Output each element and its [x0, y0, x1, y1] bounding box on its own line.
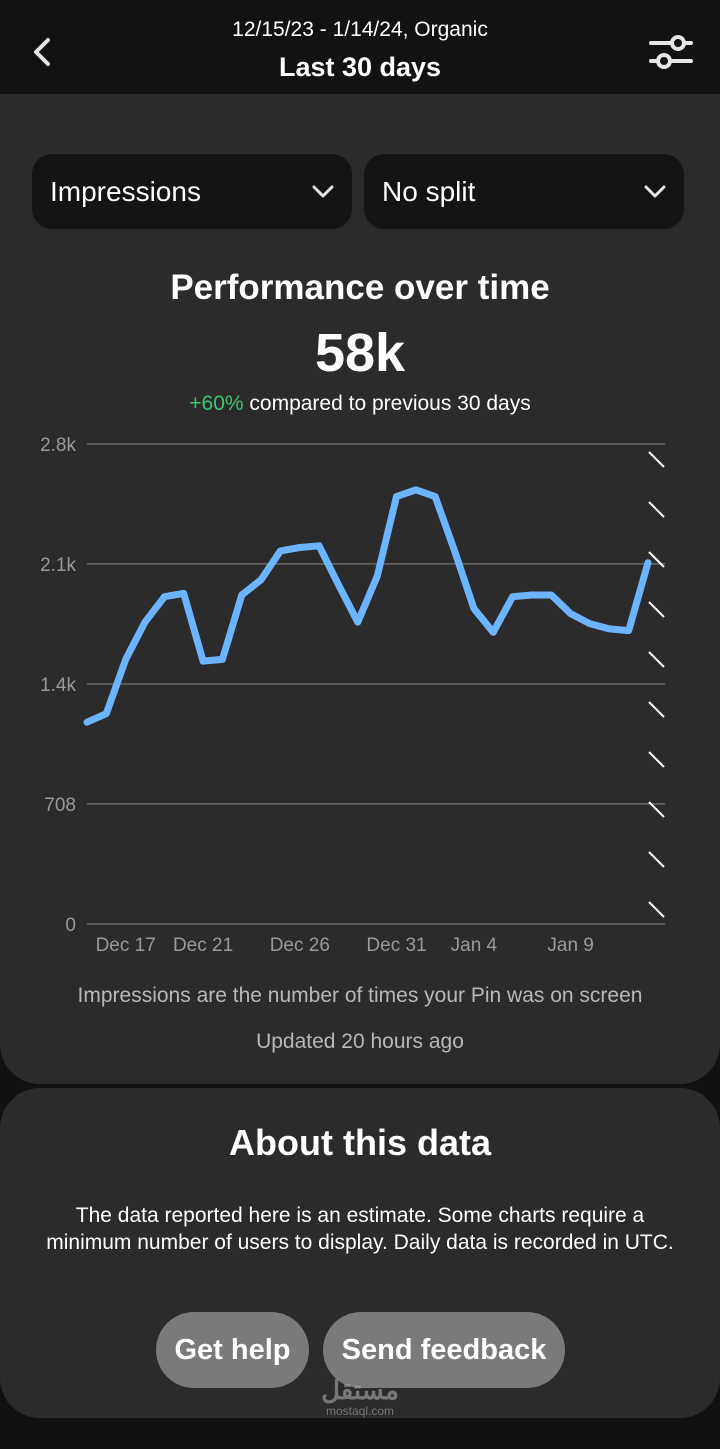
- incomplete-data-hatch: [648, 601, 665, 618]
- incomplete-data-hatch: [648, 801, 665, 818]
- page-title: Last 30 days: [278, 52, 442, 82]
- impressions-line-chart: 0 708 1.4k 2.1k 2.8k Dec 17 Dec 21 Dec 26 Dec 31…: [40, 435, 665, 956]
- incomplete-data-hatch: [648, 451, 665, 468]
- get-help-button[interactable]: Get help: [156, 1312, 309, 1388]
- impressions-series-line: [83, 486, 652, 726]
- y-tick-label: 0: [65, 915, 76, 936]
- y-tick-label: 2.1k: [40, 555, 76, 576]
- watermark-logo: مستقل mostaql.com: [300, 1376, 420, 1418]
- top-bar: 12/15/23 - 1/14/24, Organic Last 30 days: [0, 0, 720, 94]
- x-tick-label: Dec 31: [366, 935, 426, 956]
- split-dropdown[interactable]: No split: [364, 154, 684, 229]
- incomplete-data-hatch: [648, 901, 665, 918]
- about-title: About this data: [229, 1122, 491, 1163]
- total-impressions: 58k: [314, 323, 406, 383]
- chevron-down-icon: [644, 185, 666, 197]
- send-feedback-button[interactable]: Send feedback: [323, 1312, 565, 1388]
- metric-dropdown[interactable]: Impressions: [32, 154, 352, 229]
- performance-card: [0, 94, 720, 1084]
- incomplete-data-hatch: [648, 701, 665, 718]
- date-range-subtitle: 12/15/23 - 1/14/24, Organic: [232, 18, 488, 41]
- incomplete-data-hatch: [648, 851, 665, 868]
- performance-title: Performance over time: [170, 268, 550, 307]
- incomplete-data-hatch: [648, 501, 665, 518]
- change-percent: +60%: [189, 392, 244, 415]
- filter-sliders-icon: [649, 35, 693, 69]
- back-button[interactable]: [22, 30, 62, 74]
- chevron-left-icon: [34, 38, 50, 66]
- watermark-url: mostaql.com: [325, 1404, 395, 1418]
- updated-timestamp: Updated 20 hours ago: [256, 1030, 464, 1053]
- change-description: compared to previous 30 days: [249, 392, 531, 415]
- filter-button[interactable]: [644, 28, 698, 76]
- x-tick-label: Jan 9: [547, 935, 593, 956]
- x-tick-label: Dec 26: [270, 935, 330, 956]
- incomplete-data-hatch: [648, 651, 665, 668]
- x-tick-label: Dec 17: [96, 935, 156, 956]
- about-body: The data reported here is an estimate. S…: [46, 1204, 674, 1254]
- x-tick-label: Jan 4: [451, 935, 498, 956]
- split-dropdown-label: No split: [382, 175, 476, 207]
- y-tick-label: 2.8k: [40, 435, 76, 456]
- y-tick-label: 1.4k: [40, 675, 76, 696]
- watermark-arabic: مستقل: [321, 1375, 399, 1405]
- chevron-down-icon: [312, 185, 334, 197]
- x-tick-label: Dec 21: [173, 935, 233, 956]
- incomplete-data-hatch: [648, 751, 665, 768]
- y-tick-label: 708: [44, 795, 76, 816]
- metric-dropdown-label: Impressions: [50, 175, 201, 207]
- comparison-text: +60% compared to previous 30 days: [0, 392, 720, 416]
- incomplete-data-hatch: [648, 551, 665, 568]
- metric-description: Impressions are the number of times your…: [77, 984, 643, 1007]
